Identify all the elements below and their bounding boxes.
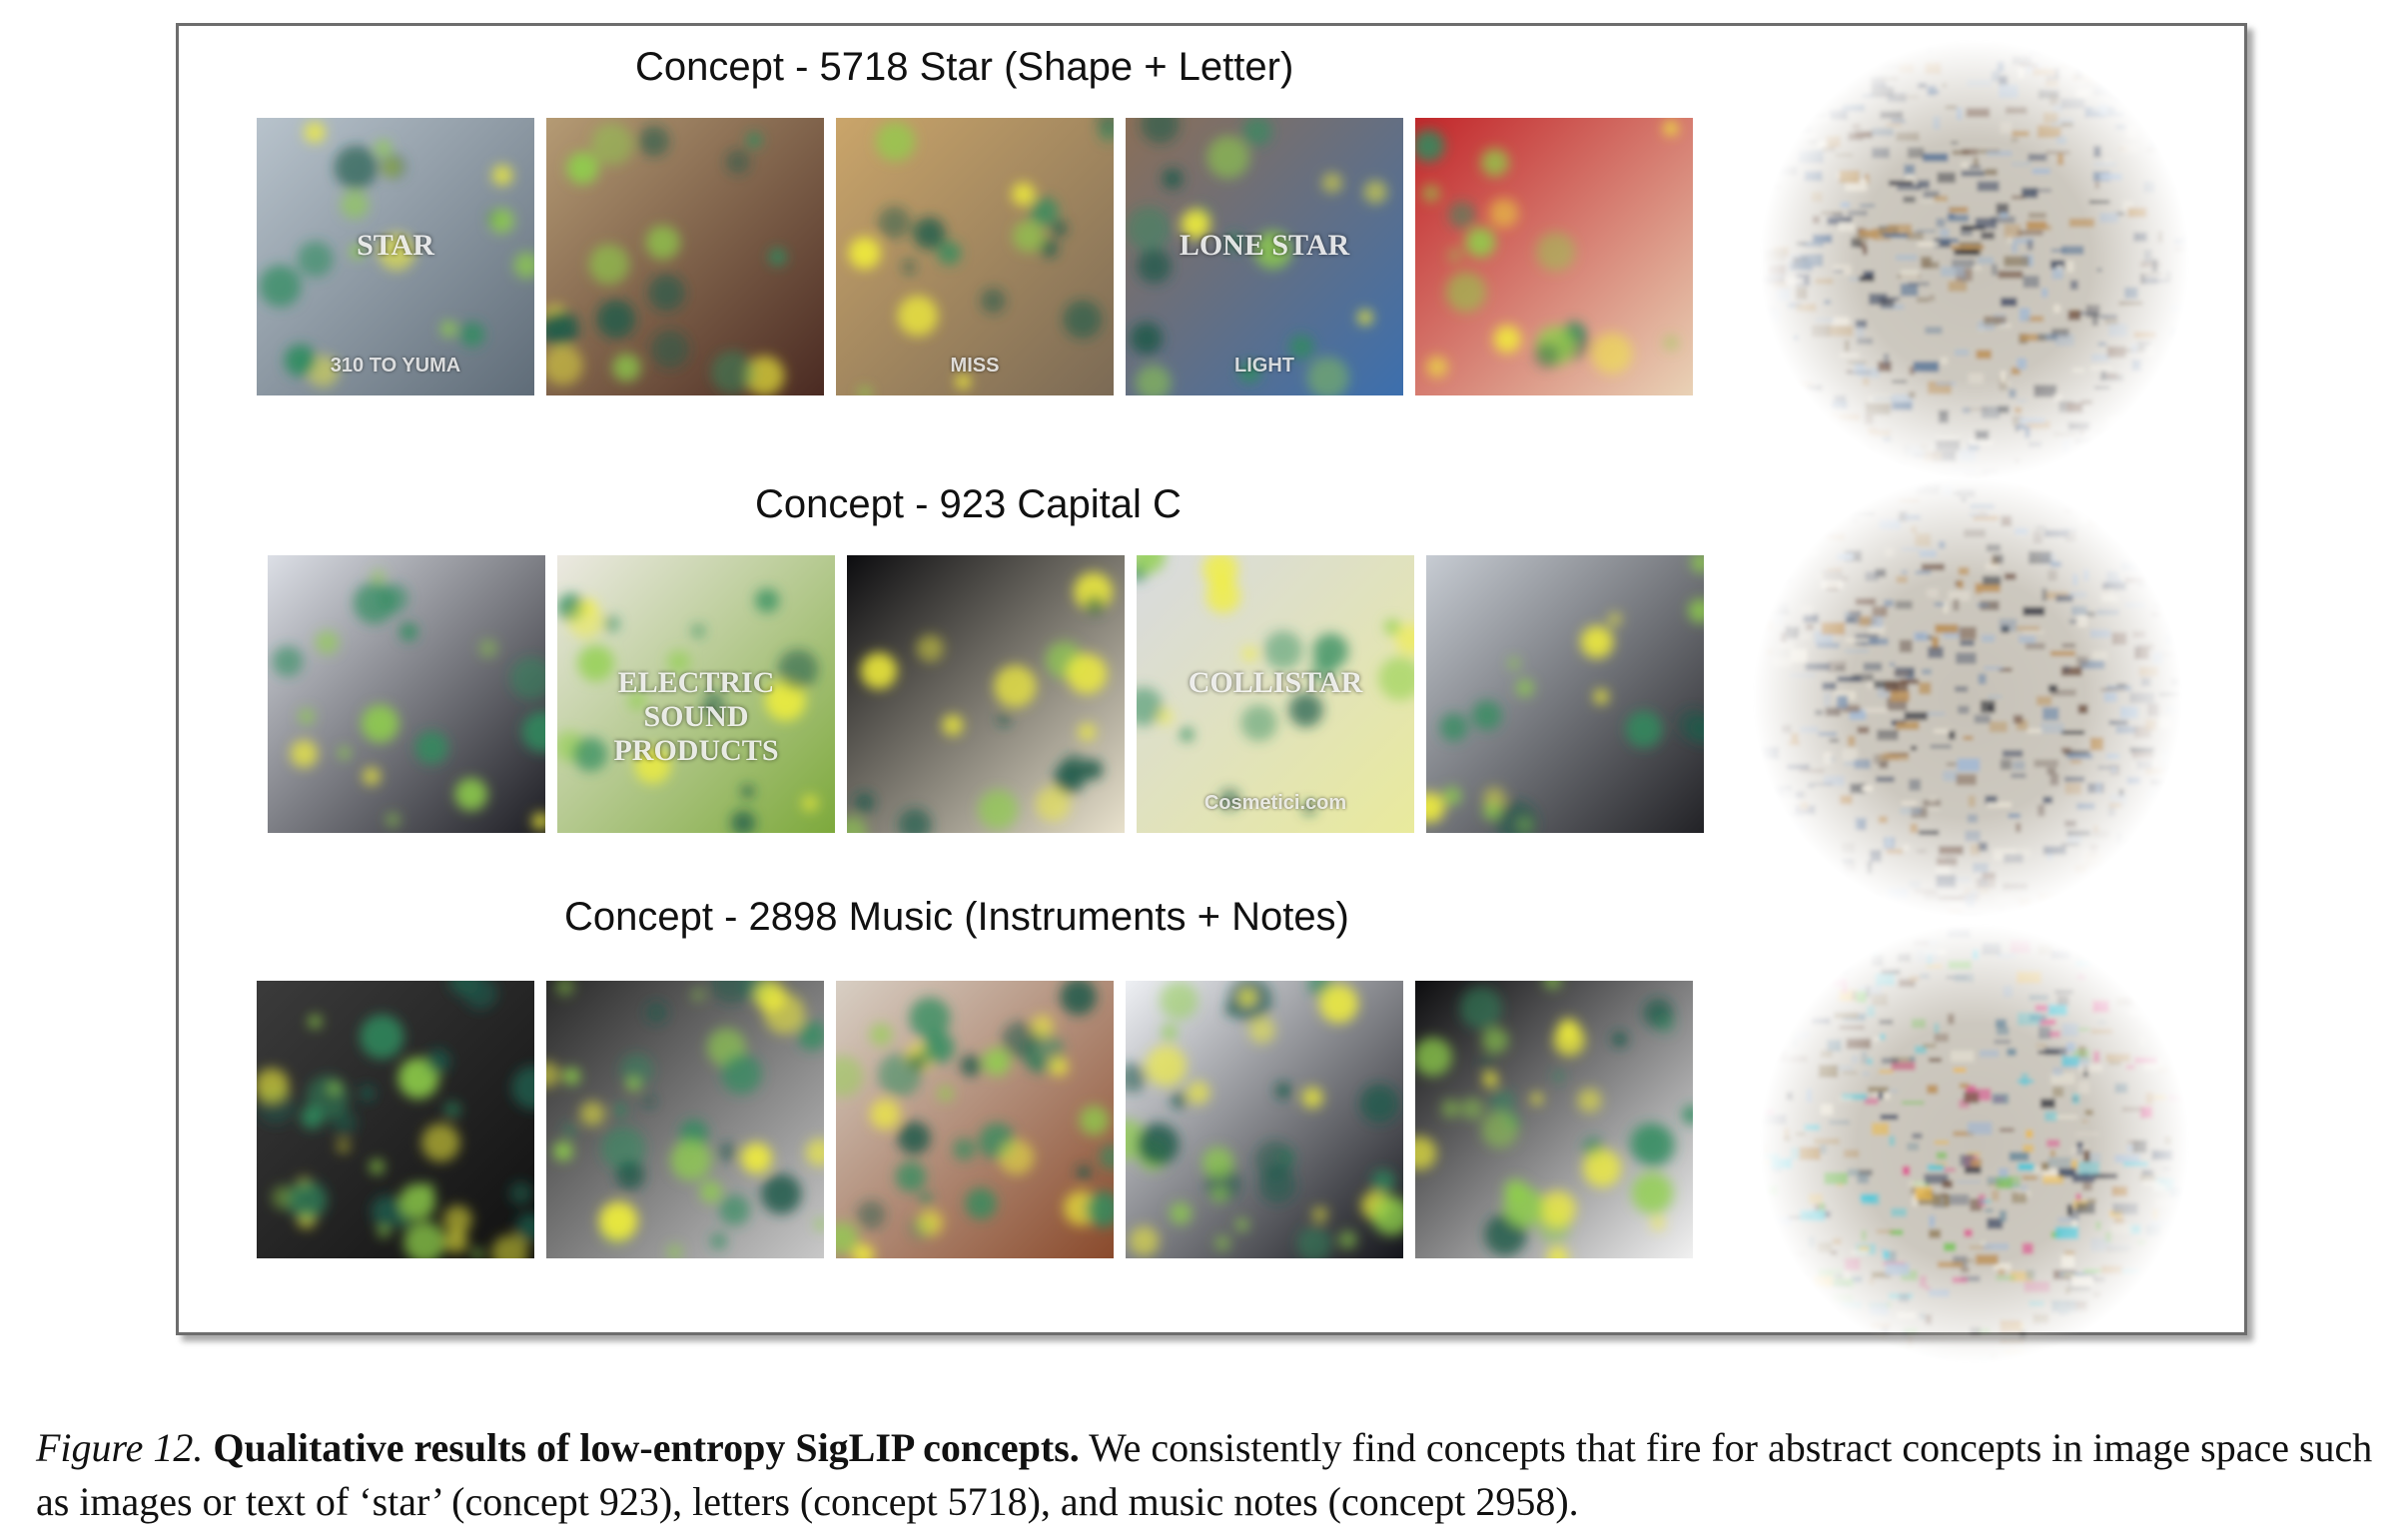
image-overlay-subtext: Cosmetici.com [1203,792,1347,814]
attention-heatmap [546,123,787,395]
image-overlay-text: ELECTRIC SOUND PRODUCTS [613,666,779,768]
music-feature-visualization [1760,924,2212,1373]
attention-heatmap [1415,121,1679,379]
star-marquee-image: STAR 310 TO YUMA [257,118,534,395]
music-feature-visualization-art [1760,924,2212,1373]
bottle-cap-image: LONE STAR LIGHT [1126,118,1403,395]
attention-heatmap [272,568,545,831]
attention-heatmap [848,118,1114,395]
figure-label: Figure 12. [36,1425,204,1470]
concept-title-star: Concept - 5718 Star (Shape + Letter) [635,45,1294,89]
concept-row-star: STAR 310 TO YUMA MISS LONE STAR LIGHT [257,118,1693,395]
attention-heatmap [257,981,534,1258]
concept-row-music [257,981,1693,1258]
attention-heatmap [259,121,534,387]
figure-caption: Figure 12. Qualitative results of low-en… [36,1421,2373,1529]
attention-heatmap [1126,981,1403,1258]
letter-c-feature-visualization [1753,477,2203,928]
star-feature-visualization [1760,40,2210,490]
attention-heatmap [557,588,819,833]
attention-heatmap [836,981,1114,1258]
cookies-image [1426,555,1704,833]
image-overlay-subtext: 310 TO YUMA [330,355,461,377]
clarinetist-image [1415,981,1693,1258]
camera-lens-image [268,555,545,833]
attention-heatmap [1137,555,1414,816]
thimble-image: MISS [836,118,1114,395]
star-feature-visualization-art [1760,40,2210,490]
starfish-image [546,118,824,395]
letter-c-feature-visualization-art [1753,477,2203,928]
attention-heatmap [847,571,1114,833]
guitar-image: ELECTRIC SOUND PRODUCTS [557,555,835,833]
concept-title-capital-c: Concept - 923 Capital C [755,482,1182,526]
concept-title-music: Concept - 2898 Music (Instruments + Note… [564,895,1349,939]
image-overlay-subtext: MISS [950,355,1000,377]
caption-bold: Qualitative results of low-entropy SigLI… [213,1425,1080,1470]
hamster-image [1415,118,1693,395]
caption-body: We consistently find concepts that fire … [36,1425,2373,1524]
image-overlay-text: STAR [357,229,434,263]
image-overlay-text: LONE STAR [1179,229,1350,263]
attention-heatmap [1426,555,1704,833]
trumpet-image [546,981,824,1258]
attention-heatmap [546,981,824,1258]
clarinet-sheet-image [836,981,1114,1258]
clarinet-image [1126,981,1403,1258]
attention-heatmap [1126,118,1387,395]
image-overlay-text: COLLISTAR [1188,666,1363,700]
concept-row-capital-c: ELECTRIC SOUND PRODUCTS COLLISTAR Cosmetic… [268,555,1704,833]
image-overlay-subtext: LIGHT [1234,355,1294,377]
attention-heatmap [1415,981,1693,1258]
trumpet-player-image [257,981,534,1258]
perfume-bottle-image: COLLISTAR Cosmetici.com [1137,555,1414,833]
product-boxes-image [847,555,1125,833]
